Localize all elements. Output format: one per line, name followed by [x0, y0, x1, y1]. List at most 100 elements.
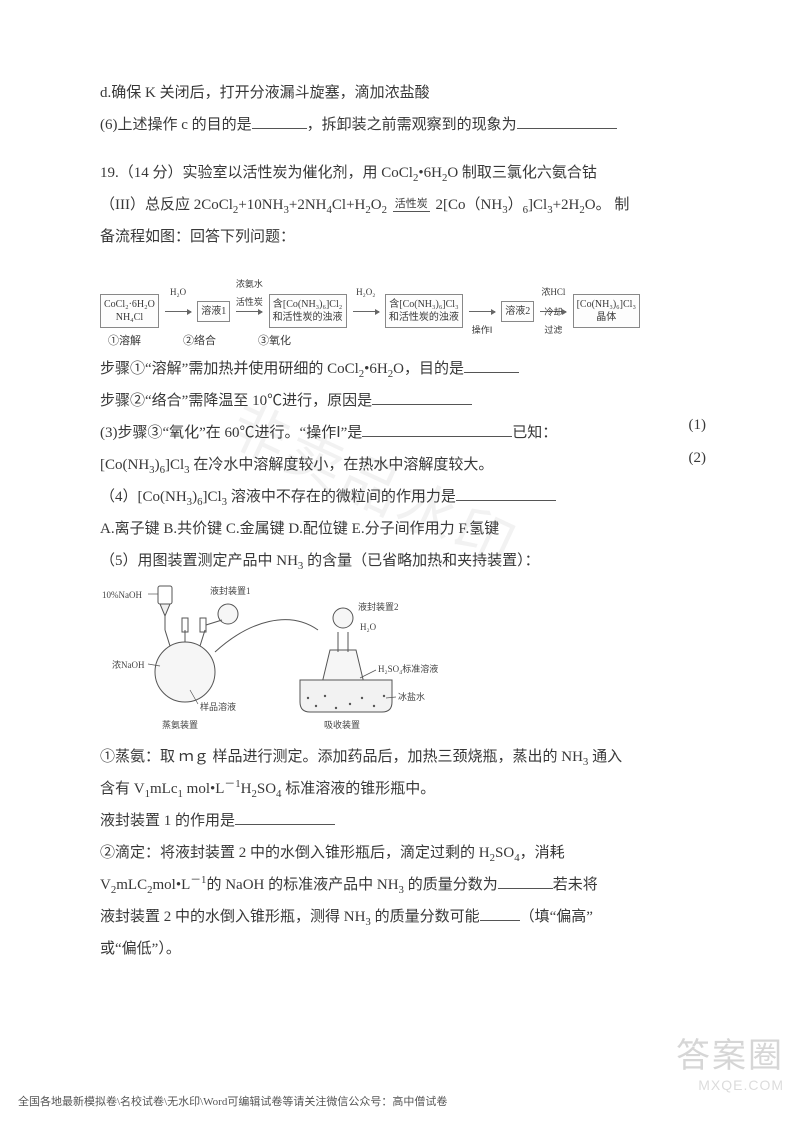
blank-s3 — [362, 420, 512, 438]
blank-p2a — [498, 872, 553, 890]
t: 已知： — [512, 425, 557, 441]
label-absorb: 吸收装置 — [324, 719, 360, 730]
spacer — [100, 270, 694, 286]
t: O — [371, 197, 382, 213]
step-3: ③氧化 — [258, 330, 291, 352]
t: +10NH — [238, 197, 283, 213]
t: 含有 V — [100, 781, 145, 797]
step2: 步骤②“络合”需降温至 10℃进行，原因是 — [100, 386, 694, 416]
t: 在冷水中溶解度较小，在热水中溶解度较大。 — [190, 457, 494, 473]
label-naoh-conc: 浓NaOH — [112, 660, 145, 670]
t: (3)步骤③“氧化”在 60℃进行。“操作Ⅰ”是 — [100, 425, 362, 441]
line-q6: (6)上述操作 c 的目的是 ，拆卸装之前需观察到的现象为 — [100, 110, 694, 140]
p1-b: 含有 V1mLc1 mol•L－1H2SO4 标准溶液的锥形瓶中。 — [100, 774, 694, 804]
label-seal1: 液封装置1 — [210, 585, 251, 596]
label-h2so4: H₂SO₄标准溶液 — [378, 663, 438, 674]
t: ，消耗 — [520, 845, 565, 861]
flow-arrow-5: 浓HCl冷却过滤 — [540, 297, 566, 325]
spacer — [100, 254, 694, 270]
label-naoh10: 10%NaOH — [102, 590, 142, 600]
t: （4）[Co(NH — [100, 489, 187, 505]
blank-s2 — [372, 388, 472, 406]
t: 2[Co（NH — [436, 197, 503, 213]
flow-box-3: 含[Co(NH₃)₆]Cl₂和活性炭的浊液 — [269, 294, 347, 328]
marker-2: (2) — [689, 443, 707, 473]
p2-a: ②滴定：将液封装置 2 中的水倒入锥形瓶后，滴定过剩的 H2SO4，消耗 — [100, 838, 694, 868]
t: [Co(NH — [100, 457, 149, 473]
q19-line3: 备流程如图：回答下列问题： — [100, 222, 694, 252]
flow-box-1: CoCl₂·6H₂ONH₄Cl — [100, 294, 159, 328]
q19-line1: 19.（14 分）实验室以活性炭为催化剂，用 CoCl2•6H2O 制取三氯化六… — [100, 158, 694, 188]
t: O。 制 — [585, 197, 630, 213]
t: 步骤①“溶解”需加热并使用研细的 CoCl — [100, 361, 359, 377]
step-2: ②络合 — [183, 330, 216, 352]
t: +2NH — [289, 197, 327, 213]
t: 若未将 — [553, 877, 598, 893]
t: ]Cl — [165, 457, 184, 473]
p1-a: ①蒸氨：取 ｍｇ 样品进行测定。添加药品后，加热三颈烧瓶，蒸出的 NH3 通入 — [100, 742, 694, 772]
blank-p2b — [480, 904, 520, 922]
flow-box-2: 溶液1 — [197, 301, 230, 322]
page: d.确保 K 关闭后，打开分液漏斗旋塞，滴加浓盐酸 (6)上述操作 c 的目的是… — [0, 0, 794, 1123]
marker-1: (1) — [689, 410, 707, 440]
t: SO — [495, 845, 514, 861]
t: mLC — [116, 877, 147, 893]
t: 19.（14 分）实验室以活性炭为催化剂，用 CoCl — [100, 165, 413, 181]
t: mLc — [150, 781, 178, 797]
label-h2o: H₂O — [360, 622, 377, 632]
label-seal2: 液封装置2 — [358, 601, 399, 612]
t: 液封装置 2 中的水倒入锥形瓶，测得 NH — [100, 909, 365, 925]
t: ]Cl — [202, 489, 221, 505]
t: 步骤②“络合”需降温至 10℃进行，原因是 — [100, 393, 372, 409]
p2-d: 或“偏低”）。 — [100, 934, 694, 964]
options: A.离子键 B.共价键 C.金属键 D.配位键 E.分子间作用力 F.氢键 — [100, 514, 694, 544]
t: ） — [508, 197, 523, 213]
reaction-catalyst: 活性炭 — [393, 199, 430, 212]
label-ice: 冰盐水 — [398, 691, 425, 702]
blank-s1 — [464, 356, 519, 374]
p1-c: 液封装置 1 的作用是 — [100, 806, 694, 836]
blank-p1 — [235, 808, 335, 826]
t: ②滴定：将液封装置 2 中的水倒入锥形瓶后，滴定过剩的 H — [100, 845, 490, 861]
t: V — [100, 877, 111, 893]
q19-line2: （III）总反应 2CoCl2+10NH3+2NH4Cl+H2O2 活性炭 2[… — [100, 190, 694, 220]
footer-note: 全国各地最新模拟卷\名校试卷\无水印\Word可编辑试卷等请关注微信公众号：高中… — [18, 1093, 447, 1109]
step3b: [Co(NH3)6]Cl3 在冷水中溶解度较小，在热水中溶解度较大。 — [100, 450, 694, 480]
label-steam: 蒸氨装置 — [162, 719, 198, 730]
t: O 制取三氯化六氨合钴 — [447, 165, 597, 181]
spacer — [100, 142, 694, 158]
t: 的含量（已省略加热和夹持装置）： — [303, 553, 539, 569]
t: 标准溶液的锥形瓶中。 — [281, 781, 435, 797]
blank-s4 — [456, 484, 556, 502]
t: 溶液中不存在的微粒间的作用力是 — [227, 489, 456, 505]
flowchart: CoCl₂·6H₂ONH₄Cl H₂O 溶液1 浓氨水活性炭 含[Co(NH₃)… — [100, 294, 640, 352]
q6-text-b: ，拆卸装之前需观察到的现象为 — [307, 117, 517, 133]
step1: 步骤①“溶解”需加热并使用研细的 CoCl2•6H2O，目的是 — [100, 354, 694, 384]
t: 的质量分数可能 — [371, 909, 480, 925]
line-d: d.确保 K 关闭后，打开分液漏斗旋塞，滴加浓盐酸 — [100, 78, 694, 108]
t: mol•L — [183, 781, 225, 797]
t: Cl+H — [332, 197, 365, 213]
t: 的 NaOH 的标准液产品中 NH — [206, 877, 398, 893]
catalyst-label: 活性炭 — [393, 199, 430, 212]
p2-c: 液封装置 2 中的水倒入锥形瓶，测得 NH3 的质量分数可能（填“偏高” — [100, 902, 694, 932]
flow-box-5: 溶液2 — [501, 301, 534, 322]
flow-box-6: [Co(NH₃)₆]Cl₃晶体 — [573, 294, 640, 328]
t: 的质量分数为 — [404, 877, 498, 893]
t: （III）总反应 2CoCl — [100, 197, 233, 213]
t: ]Cl — [528, 197, 547, 213]
step3a: (3)步骤③“氧化”在 60℃进行。“操作Ⅰ”是 已知： — [100, 418, 694, 448]
t: 通入 — [588, 749, 622, 765]
flow-arrow-2: 浓氨水活性炭 — [236, 297, 262, 325]
t: SO — [257, 781, 276, 797]
flow-arrow-3: H₂O₂ — [353, 297, 379, 325]
flow-arrow-4: 操作Ⅰ — [469, 297, 495, 325]
step-1: ①溶解 — [108, 330, 141, 352]
t: ①蒸氨：取 ｍｇ 样品进行测定。添加药品后，加热三颈烧瓶，蒸出的 NH — [100, 749, 583, 765]
apparatus-diagram: 10%NaOH 液封装置1 浓NaOH 样品溶液 蒸氨装置 液封装置2 H₂O … — [100, 580, 460, 740]
blank-q6-1 — [252, 112, 307, 130]
flow-arrow-1: H₂O — [165, 297, 191, 325]
t: •6H — [418, 165, 442, 181]
p2-b: V2mLC2mol•L－1的 NaOH 的标准液产品中 NH3 的质量分数为若未… — [100, 870, 694, 900]
q6-text-a: (6)上述操作 c 的目的是 — [100, 117, 252, 133]
